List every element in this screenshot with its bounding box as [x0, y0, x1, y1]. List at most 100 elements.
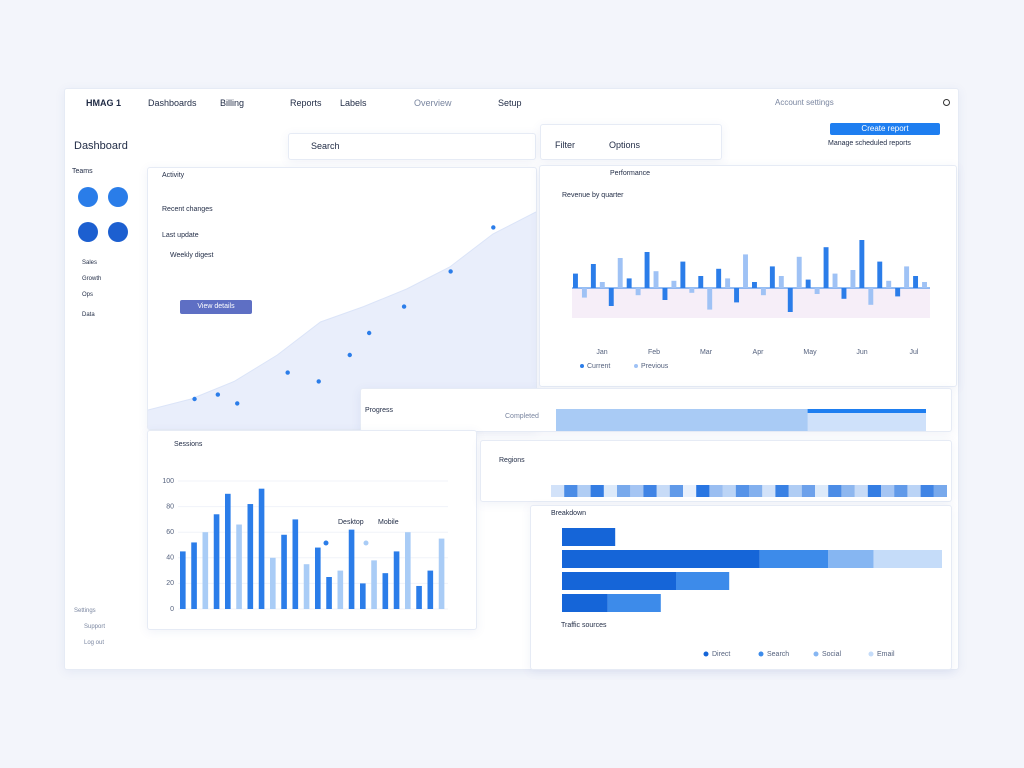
bar [922, 282, 927, 288]
heat-cell [933, 485, 947, 497]
heat-cell [683, 485, 697, 497]
bar [348, 529, 355, 609]
bar [427, 570, 434, 609]
heat-cell [696, 485, 710, 497]
heat-cell [551, 485, 565, 497]
nav-item[interactable]: Billing [220, 98, 245, 108]
bar [841, 288, 847, 299]
bar [360, 583, 366, 609]
heat-cell [630, 485, 644, 497]
bar [707, 288, 713, 310]
brand: HMAG 1 [86, 98, 122, 108]
avatar[interactable] [78, 222, 98, 242]
sidebar-item[interactable]: Sales [82, 260, 98, 266]
panel-title: Sessions [174, 441, 203, 448]
bar [823, 247, 829, 288]
heat-cell [801, 485, 815, 497]
heat-cell [617, 485, 631, 497]
baseline-band [572, 288, 930, 318]
avatar[interactable] [78, 187, 98, 207]
nav-item[interactable]: Dashboards [148, 98, 197, 108]
search-box[interactable]: Search [288, 133, 536, 160]
y-tick-label: 60 [166, 529, 174, 536]
legend-label: Email [877, 651, 895, 658]
heat-cell [735, 485, 749, 497]
heat-cell [643, 485, 657, 497]
bar [644, 252, 650, 288]
icon[interactable] [943, 99, 950, 106]
y-tick-label: 0 [170, 606, 174, 613]
sidebar-footer[interactable]: Settings [74, 608, 96, 614]
legend-label: Previous [641, 363, 669, 370]
action-button[interactable]: View details [180, 300, 252, 314]
label: Recent changes [162, 206, 213, 213]
point [285, 370, 290, 375]
bar-segment [562, 528, 616, 546]
label: Weekly digest [170, 252, 214, 259]
primary-button[interactable]: Create report [830, 123, 940, 135]
bar [725, 278, 731, 288]
heat-cell [907, 485, 921, 497]
heat-strip [551, 485, 947, 497]
bar [438, 538, 445, 609]
bar [850, 270, 856, 288]
account[interactable]: Account settings [775, 98, 834, 107]
nav-center[interactable]: Overview [414, 98, 452, 108]
bar [281, 534, 287, 609]
bar [573, 273, 578, 288]
bar [734, 288, 740, 303]
point [448, 269, 453, 274]
bar [202, 532, 209, 609]
y-tick-label: 40 [166, 555, 174, 562]
bar [805, 279, 811, 288]
heat-cell [828, 485, 842, 497]
sidebar-item[interactable]: Growth [82, 276, 102, 282]
nav-item[interactable]: Reports [290, 98, 322, 108]
progress-fill [556, 409, 808, 431]
bar [315, 547, 321, 609]
x-tick-label: Apr [753, 349, 765, 356]
legend-label: Current [587, 363, 610, 370]
legend-label: Social [822, 651, 842, 658]
legend-swatch [813, 651, 819, 657]
sidebar-item[interactable]: Ops [82, 292, 94, 298]
panel-title: Activity [162, 172, 185, 179]
bar-segment [562, 594, 608, 612]
panel-title: Regions [499, 457, 525, 464]
sessions-panel: Sessions Desktop Mobile 0 20 40 60 80 100 [147, 430, 477, 630]
options[interactable]: Options [609, 140, 641, 150]
bar [662, 288, 668, 300]
bar [236, 524, 242, 609]
nav-item[interactable]: Labels [340, 98, 367, 108]
filter-card[interactable]: Filter Options [540, 124, 722, 160]
sidebar-footer[interactable]: Support [84, 624, 106, 630]
axis-title: Traffic sources [561, 622, 607, 629]
bar [617, 258, 623, 288]
bar [599, 282, 605, 288]
heat-cell [669, 485, 683, 497]
bar [213, 514, 220, 609]
bar [832, 273, 838, 288]
heat-cell [815, 485, 829, 497]
point [366, 330, 372, 336]
point [192, 396, 197, 402]
bar-segment [607, 594, 661, 612]
area-line [148, 211, 536, 411]
panel-title: Breakdown [551, 510, 587, 517]
legend-swatch [868, 651, 874, 657]
avatar[interactable] [108, 187, 128, 207]
legend-swatch [323, 540, 329, 546]
x-tick-label: Jan [596, 349, 607, 356]
sidebar-item[interactable]: Data [82, 312, 95, 318]
nav-right[interactable]: Setup [498, 98, 522, 108]
point [316, 379, 321, 384]
bar [913, 276, 919, 288]
sidebar-footer[interactable]: Log out [84, 640, 105, 646]
panel-title: Performance [610, 170, 651, 177]
point [401, 304, 407, 309]
filter[interactable]: Filter [555, 140, 575, 150]
area [148, 212, 536, 429]
heat-cell [920, 485, 934, 497]
bar [258, 488, 265, 609]
avatar[interactable] [108, 222, 128, 242]
